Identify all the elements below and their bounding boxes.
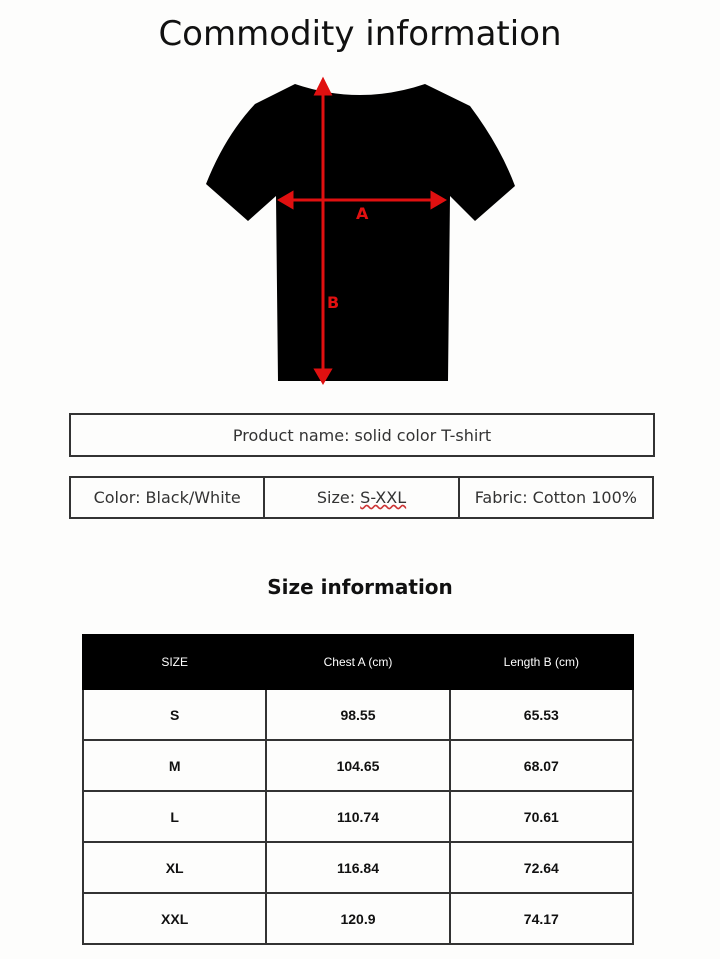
spec-size: Size: S-XXL xyxy=(263,478,457,517)
cell-size: L xyxy=(81,790,268,843)
page-title: Commodity information xyxy=(158,14,562,54)
cell-chest: 98.55 xyxy=(265,688,451,741)
cell-length: 65.53 xyxy=(448,688,635,741)
tshirt-diagram: A B xyxy=(206,76,515,385)
table-row: S 98.55 65.53 xyxy=(81,688,635,741)
cell-chest: 116.84 xyxy=(265,841,451,894)
cell-length: 74.17 xyxy=(448,892,635,945)
specs-box: Color: Black/White Size: S-XXL Fabric: C… xyxy=(69,476,654,519)
cell-length: 72.64 xyxy=(448,841,635,894)
cell-length: 70.61 xyxy=(448,790,635,843)
tshirt-shape xyxy=(206,84,515,381)
cell-chest: 104.65 xyxy=(265,739,451,792)
spec-fabric: Fabric: Cotton 100% xyxy=(457,478,652,517)
product-name: Product name: solid color T-shirt xyxy=(232,425,492,445)
cell-size: XL xyxy=(81,841,268,894)
label-a: A xyxy=(356,204,369,223)
table-row: M 104.65 68.07 xyxy=(81,739,635,792)
cell-chest: 110.74 xyxy=(265,790,451,843)
table-row: XXL 120.9 74.17 xyxy=(81,892,635,945)
spec-size-value: S-XXL xyxy=(360,488,407,507)
cell-size: M xyxy=(81,739,268,792)
table-row: XL 116.84 72.64 xyxy=(81,841,635,894)
table-row: L 110.74 70.61 xyxy=(81,790,635,843)
header-size: SIZE xyxy=(81,634,268,690)
spec-color: Color: Black/White xyxy=(93,488,241,507)
cell-length: 68.07 xyxy=(448,739,635,792)
size-table: SIZE Chest A (cm) Length B (cm) S 98.55 65… xyxy=(81,634,635,945)
cell-chest: 120.9 xyxy=(265,892,451,945)
header-chest: Chest A (cm) xyxy=(265,634,451,690)
size-information-title: Size information xyxy=(267,575,453,599)
label-b: B xyxy=(327,293,339,312)
cell-size: S xyxy=(81,688,268,741)
header-length: Length B (cm) xyxy=(448,634,635,690)
cell-size: XXL xyxy=(81,892,268,945)
product-name-box: Product name: solid color T-shirt xyxy=(69,413,655,457)
